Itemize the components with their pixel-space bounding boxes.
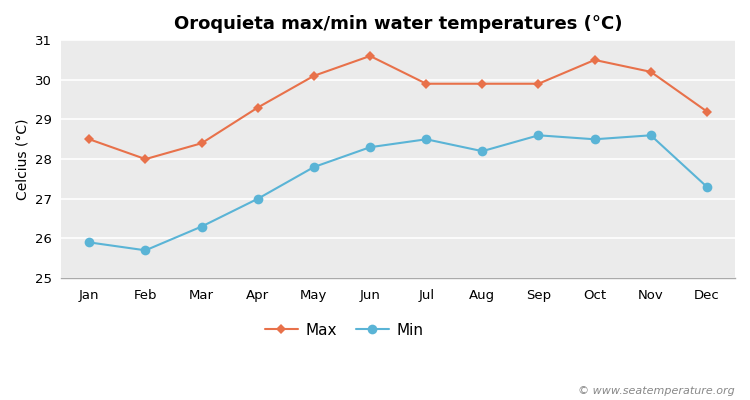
Max (141, 157, 150, 162)
Min (590, 137, 599, 142)
Min (534, 133, 543, 138)
Max (703, 109, 712, 114)
Min (141, 248, 150, 253)
Min (646, 133, 656, 138)
Min (310, 165, 319, 170)
Max (365, 54, 374, 58)
Y-axis label: Celcius (°C): Celcius (°C) (15, 118, 29, 200)
Line: Min: Min (85, 130, 712, 255)
Min (85, 240, 94, 245)
Min (365, 145, 374, 150)
Max (422, 81, 430, 86)
Min (254, 196, 262, 201)
Max (85, 137, 94, 142)
Min (478, 149, 487, 154)
Legend: Max, Min: Max, Min (259, 317, 430, 344)
Title: Oroquieta max/min water temperatures (°C): Oroquieta max/min water temperatures (°C… (174, 15, 622, 33)
Text: © www.seatemperature.org: © www.seatemperature.org (578, 386, 735, 396)
Max (310, 74, 319, 78)
Max (646, 70, 656, 74)
Min (197, 224, 206, 229)
Max (590, 58, 599, 62)
Max (534, 81, 543, 86)
Line: Max: Max (86, 52, 711, 163)
Max (478, 81, 487, 86)
Min (703, 184, 712, 189)
Max (197, 141, 206, 146)
Max (254, 105, 262, 110)
Min (422, 137, 430, 142)
